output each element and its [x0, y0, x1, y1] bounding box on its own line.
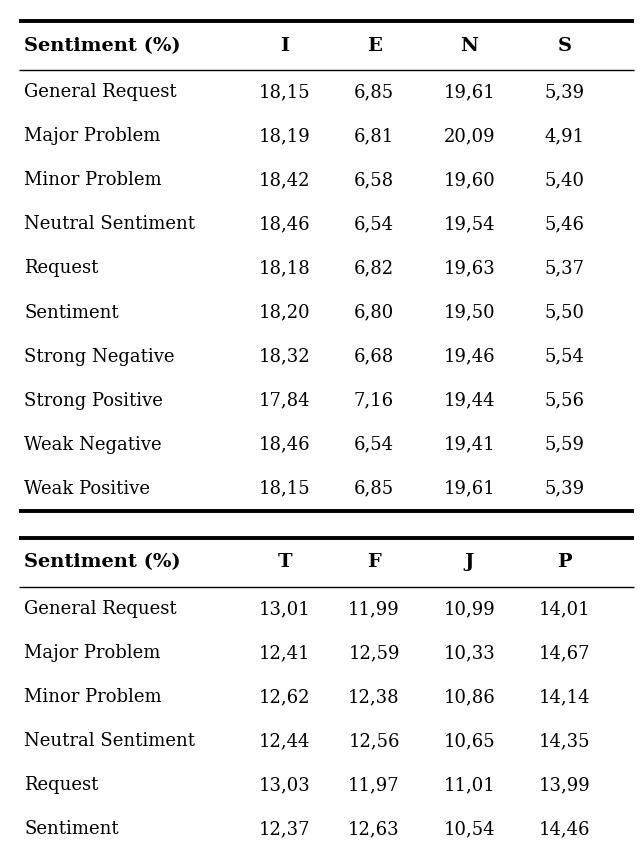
Text: I: I	[280, 36, 289, 55]
Text: Request: Request	[24, 776, 99, 794]
Text: Neutral Sentiment: Neutral Sentiment	[24, 732, 195, 750]
Text: Major Problem: Major Problem	[24, 644, 161, 662]
Text: 13,99: 13,99	[539, 776, 590, 794]
Text: 12,56: 12,56	[348, 732, 400, 750]
Text: Sentiment (%): Sentiment (%)	[24, 36, 181, 55]
Text: 18,46: 18,46	[259, 215, 311, 234]
Text: 10,33: 10,33	[444, 644, 495, 662]
Text: 19,41: 19,41	[444, 435, 495, 454]
Text: 14,67: 14,67	[539, 644, 590, 662]
Text: 17,84: 17,84	[259, 391, 310, 410]
Text: 18,46: 18,46	[259, 435, 311, 454]
Text: 19,46: 19,46	[444, 347, 495, 366]
Text: Weak Negative: Weak Negative	[24, 435, 162, 454]
Text: 6,85: 6,85	[354, 83, 394, 102]
Text: 13,03: 13,03	[259, 776, 311, 794]
Text: 14,14: 14,14	[539, 688, 590, 706]
Text: 18,15: 18,15	[259, 479, 311, 498]
Text: 18,15: 18,15	[259, 83, 311, 102]
Text: 19,50: 19,50	[444, 303, 495, 322]
Text: 5,37: 5,37	[545, 259, 584, 278]
Text: 6,68: 6,68	[354, 347, 394, 366]
Text: 11,01: 11,01	[444, 776, 495, 794]
Text: J: J	[465, 553, 474, 572]
Text: 6,85: 6,85	[354, 479, 394, 498]
Text: 19,61: 19,61	[444, 83, 495, 102]
Text: Strong Positive: Strong Positive	[24, 391, 163, 410]
Text: 19,61: 19,61	[444, 479, 495, 498]
Text: E: E	[367, 36, 381, 55]
Text: Minor Problem: Minor Problem	[24, 688, 162, 706]
Text: Major Problem: Major Problem	[24, 127, 161, 146]
Text: 6,58: 6,58	[354, 171, 394, 190]
Text: 19,44: 19,44	[444, 391, 495, 410]
Text: 12,38: 12,38	[348, 688, 400, 706]
Text: General Request: General Request	[24, 600, 177, 618]
Text: S: S	[557, 36, 572, 55]
Text: 5,39: 5,39	[545, 83, 584, 102]
Text: 11,97: 11,97	[348, 776, 400, 794]
Text: 18,32: 18,32	[259, 347, 311, 366]
Text: Strong Negative: Strong Negative	[24, 347, 175, 366]
Text: 6,81: 6,81	[354, 127, 394, 146]
Text: 5,46: 5,46	[545, 215, 584, 234]
Text: 7,16: 7,16	[354, 391, 394, 410]
Text: 6,54: 6,54	[354, 435, 394, 454]
Text: 19,54: 19,54	[444, 215, 495, 234]
Text: 12,41: 12,41	[259, 644, 310, 662]
Text: General Request: General Request	[24, 83, 177, 102]
Text: 10,86: 10,86	[444, 688, 495, 706]
Text: N: N	[460, 36, 478, 55]
Text: 12,37: 12,37	[259, 820, 310, 839]
Text: 5,39: 5,39	[545, 479, 584, 498]
Text: 5,56: 5,56	[545, 391, 584, 410]
Text: 18,20: 18,20	[259, 303, 311, 322]
Text: 19,63: 19,63	[444, 259, 495, 278]
Text: 13,01: 13,01	[259, 600, 311, 618]
Text: 5,54: 5,54	[545, 347, 584, 366]
Text: 14,01: 14,01	[539, 600, 590, 618]
Text: 18,42: 18,42	[259, 171, 310, 190]
Text: Sentiment: Sentiment	[24, 820, 119, 839]
Text: 5,40: 5,40	[545, 171, 584, 190]
Text: Neutral Sentiment: Neutral Sentiment	[24, 215, 195, 234]
Text: 12,63: 12,63	[348, 820, 400, 839]
Text: T: T	[278, 553, 292, 572]
Text: Weak Positive: Weak Positive	[24, 479, 150, 498]
Text: Sentiment (%): Sentiment (%)	[24, 553, 181, 572]
Text: 19,60: 19,60	[444, 171, 495, 190]
Text: 5,50: 5,50	[545, 303, 584, 322]
Text: 6,54: 6,54	[354, 215, 394, 234]
Text: 6,82: 6,82	[354, 259, 394, 278]
Text: 18,18: 18,18	[259, 259, 311, 278]
Text: 18,19: 18,19	[259, 127, 311, 146]
Text: 20,09: 20,09	[444, 127, 495, 146]
Text: 10,65: 10,65	[444, 732, 495, 750]
Text: 12,59: 12,59	[348, 644, 400, 662]
Text: 14,46: 14,46	[539, 820, 590, 839]
Text: 4,91: 4,91	[545, 127, 584, 146]
Text: Sentiment: Sentiment	[24, 303, 119, 322]
Text: 10,99: 10,99	[444, 600, 495, 618]
Text: Request: Request	[24, 259, 99, 278]
Text: 10,54: 10,54	[444, 820, 495, 839]
Text: 6,80: 6,80	[354, 303, 394, 322]
Text: 11,99: 11,99	[348, 600, 400, 618]
Text: Minor Problem: Minor Problem	[24, 171, 162, 190]
Text: P: P	[557, 553, 572, 572]
Text: 14,35: 14,35	[539, 732, 590, 750]
Text: 12,44: 12,44	[259, 732, 310, 750]
Text: 12,62: 12,62	[259, 688, 310, 706]
Text: F: F	[367, 553, 381, 572]
Text: 5,59: 5,59	[545, 435, 584, 454]
